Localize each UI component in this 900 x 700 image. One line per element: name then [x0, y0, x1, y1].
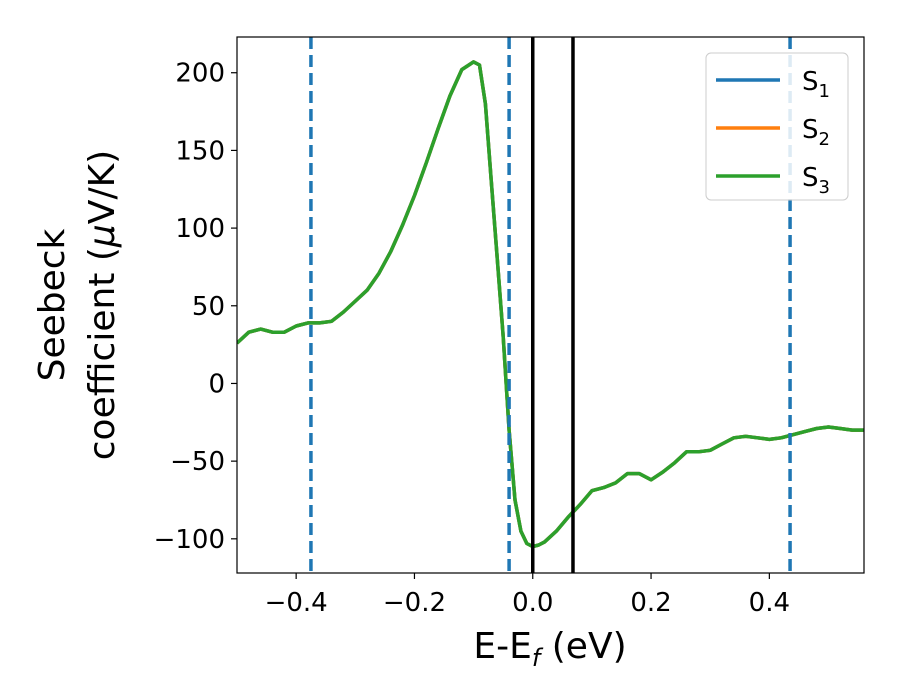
series-line-3 — [237, 60, 864, 549]
x-axis-label: E-Ef (eV) — [473, 626, 626, 672]
legend-label-3: S3 — [802, 163, 830, 198]
y-tick-label: 100 — [175, 214, 225, 244]
legend-label-1: S1 — [802, 67, 830, 102]
reference-lines — [309, 37, 792, 573]
y-tick-label: −100 — [154, 525, 225, 555]
x-tick-label: −0.4 — [265, 588, 328, 618]
legend: S1 S2 S3 — [705, 52, 849, 201]
y-axis-label-line1: Seebeck — [32, 228, 73, 381]
x-axis-label-main: E-E — [473, 626, 531, 667]
y-axis-ticks: −100 −50 0 50 100 150 200 — [154, 59, 237, 555]
y-axis-label: Seebeck coefficient (μV/K) — [32, 150, 123, 460]
x-tick-label: 0.0 — [512, 588, 553, 618]
y-tick-label: 150 — [175, 136, 225, 166]
plot-area — [237, 60, 864, 549]
y-tick-label: 0 — [208, 369, 225, 399]
y-axis-label-line2: coefficient (μV/K) — [82, 150, 123, 460]
legend-label-2: S2 — [802, 115, 830, 150]
x-tick-label: 0.2 — [630, 588, 671, 618]
y-tick-label: 50 — [192, 292, 225, 322]
y-tick-label: 200 — [175, 59, 225, 89]
x-axis-label-unit: (eV) — [540, 626, 626, 667]
x-axis-ticks: −0.4 −0.2 0.0 0.2 0.4 — [265, 573, 790, 618]
x-tick-label: 0.4 — [749, 588, 790, 618]
x-tick-label: −0.2 — [383, 588, 446, 618]
plot-frame — [236, 36, 865, 574]
y-tick-label: −50 — [170, 447, 225, 477]
